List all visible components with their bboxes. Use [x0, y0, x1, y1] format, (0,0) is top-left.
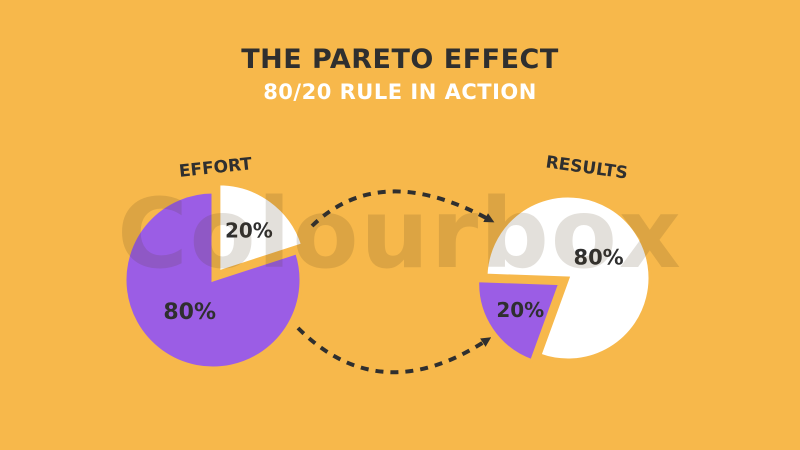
effort-pie: 80% 20%	[123, 182, 305, 370]
page-title: THE PARETO EFFECT	[241, 44, 559, 75]
effort-slice-label-20: 20%	[225, 219, 273, 243]
results-slice-80	[484, 194, 652, 362]
page-subtitle: 80/20 RULE IN ACTION	[263, 80, 537, 104]
results-pie-title: RESULTS	[544, 152, 629, 183]
results-slice-label-20: 20%	[496, 298, 544, 322]
results-slice-20	[476, 279, 562, 363]
results-pie: 80% 20%	[476, 194, 652, 363]
results-slice-label-80: 80%	[573, 245, 623, 269]
effort-slice-80	[123, 190, 303, 370]
effort-slice-20	[217, 182, 305, 274]
effort-pie-title: EFFORT	[178, 154, 253, 182]
top-arrow	[310, 189, 495, 228]
bottom-arrow	[296, 326, 492, 375]
effort-slice-label-80: 80%	[163, 300, 216, 325]
